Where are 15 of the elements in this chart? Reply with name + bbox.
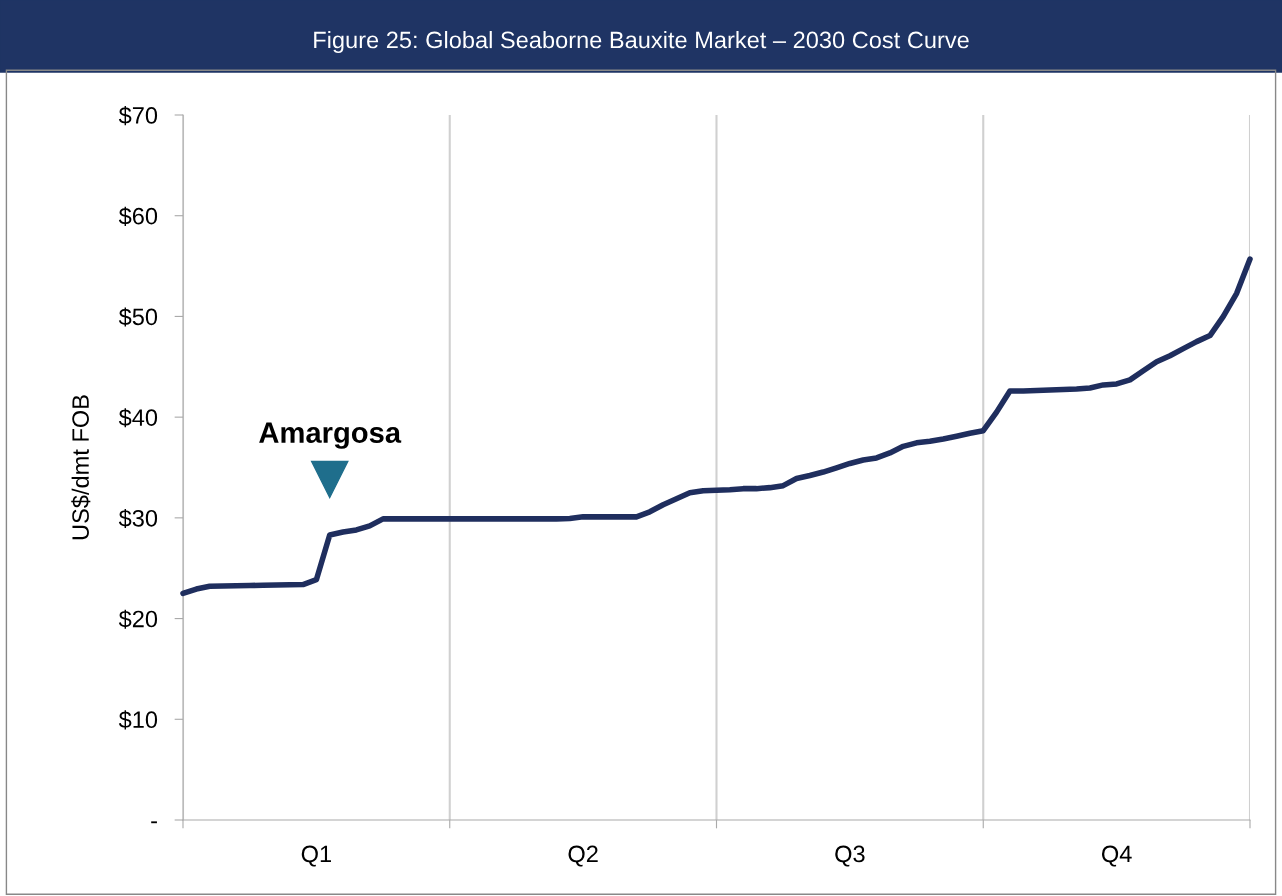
x-tick-label: Q4 [1102, 845, 1132, 867]
y-tick-label: - [151, 821, 157, 824]
y-axis-title: US$/dmt FOB [71, 395, 91, 540]
y-tick-label: $70 [118, 106, 158, 126]
x-tick-label: Q2 [568, 845, 598, 867]
x-tick-label: Q1 [301, 845, 331, 867]
chart-title: Figure 25: Global Seaborne Bauxite Market – 2030 Cost Curve [314, 31, 969, 53]
y-tick-label: $30 [118, 508, 158, 529]
y-tick-label: $40 [118, 408, 158, 428]
annotation: Amargosa [259, 422, 402, 449]
y-tick-label: $20 [118, 609, 158, 629]
y-tick-label: $10 [118, 710, 158, 730]
x-tick-label: Q3 [835, 845, 865, 867]
y-tick-label: $60 [118, 206, 158, 226]
y-tick-label: $50 [118, 307, 158, 327]
